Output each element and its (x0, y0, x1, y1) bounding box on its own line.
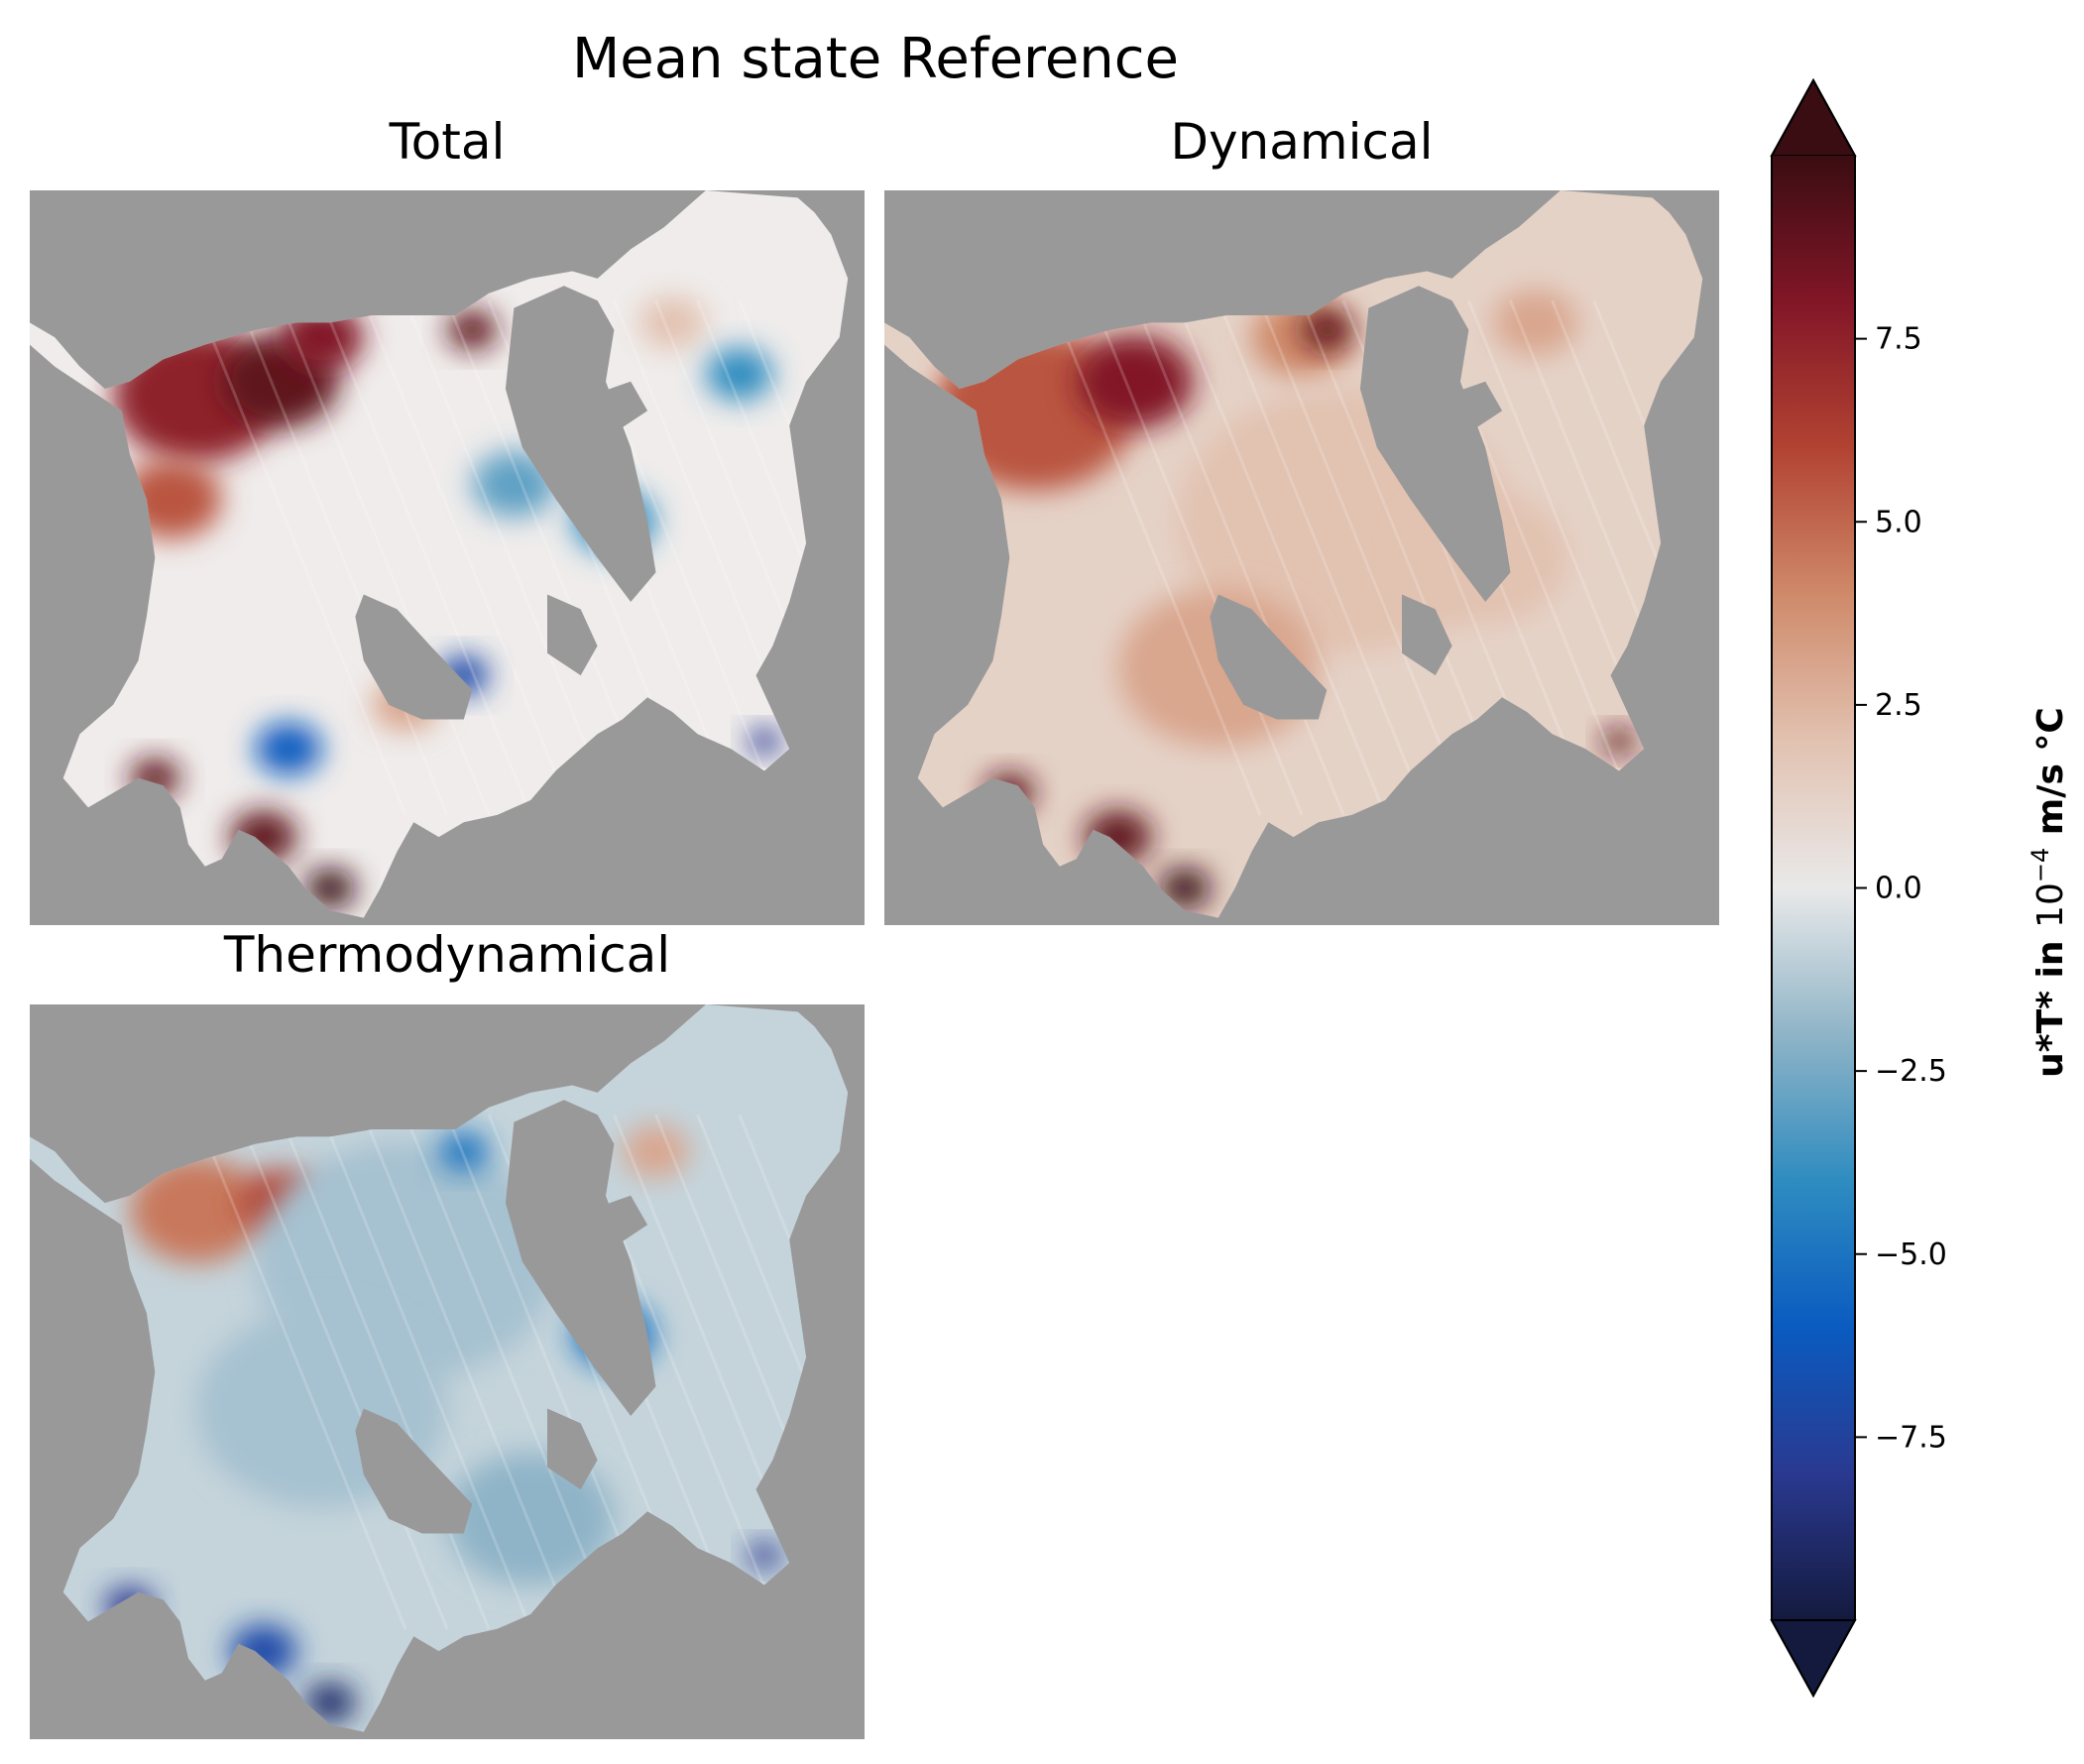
land-island (547, 1408, 598, 1490)
colorbar-outline (1771, 77, 1856, 1699)
heatmap-panel-dynamical (884, 190, 1719, 925)
flow-streak (696, 299, 849, 816)
land-island (1444, 381, 1503, 433)
colorbar-tick-label: 2.5 (1875, 688, 1922, 723)
heat-anomaly (130, 1157, 264, 1263)
heat-anomaly (472, 451, 556, 518)
land-island (589, 1195, 648, 1247)
colorbar-body (1772, 156, 1855, 1620)
flow-streak (320, 299, 532, 816)
colorbar-extend-bottom (1770, 1619, 1857, 1699)
colorbar-extend-top (1770, 77, 1857, 157)
flow-streak (1175, 299, 1387, 816)
colorbar-tick-label: −5.0 (1875, 1237, 1947, 1272)
colorbar-tick-label: 5.0 (1875, 505, 1922, 539)
heat-anomaly (447, 309, 498, 350)
flow-streak (404, 1114, 616, 1630)
heat-anomaly (748, 728, 781, 756)
heatmap-panel-thermodynamical (30, 1004, 865, 1739)
heat-anomaly (706, 347, 773, 401)
colorbar-label: u*T* in 10−4 m/s °C (2026, 707, 2071, 1078)
flow-streak (1216, 299, 1429, 816)
flow-streak (320, 1114, 532, 1630)
land-island (589, 381, 648, 433)
heat-anomaly (1076, 334, 1194, 428)
heat-anomaly (748, 1542, 781, 1570)
flow-streak (195, 299, 407, 816)
colorbar-tick-label: 0.0 (1875, 872, 1922, 906)
flow-streak (279, 299, 491, 816)
flow-streak (195, 1114, 407, 1630)
flow-streak (362, 299, 574, 816)
panel-title-total: Total (389, 113, 506, 171)
land-island (355, 594, 473, 720)
heat-anomaly (447, 1453, 615, 1586)
heatmap-panel-total (30, 190, 865, 925)
heat-anomaly (438, 1131, 490, 1172)
flow-streak (696, 1114, 849, 1630)
land-island (1210, 594, 1328, 720)
land-island (1402, 594, 1452, 676)
land-island (355, 1408, 473, 1534)
flow-streak (279, 1114, 491, 1630)
panel-title-thermodynamical: Thermodynamical (223, 926, 670, 984)
colorbar-tick-label: 7.5 (1875, 322, 1922, 357)
land-island (505, 1100, 656, 1416)
land-island (505, 286, 656, 602)
heat-anomaly (304, 1682, 356, 1722)
flow-streak (1050, 299, 1262, 816)
flow-streak (237, 1114, 449, 1630)
flow-streak (404, 299, 616, 816)
figure-suptitle: Mean state Reference (572, 27, 1179, 91)
panel-title-dynamical: Dynamical (1170, 113, 1433, 171)
flow-streak (1258, 299, 1470, 816)
colorbar-tick-label: −7.5 (1875, 1420, 1947, 1455)
flow-streak (1551, 299, 1703, 816)
heat-anomaly (255, 722, 322, 775)
land-island (547, 594, 598, 676)
heat-anomaly (1493, 290, 1577, 356)
colorbar: 7.5 5.0 2.5 0.0 −2.5 −5.0 −7.5 u*T* in 10−4 m/… (1770, 77, 2071, 1699)
flow-streak (362, 1114, 574, 1630)
flow-streak (237, 299, 449, 816)
heat-anomaly (1602, 728, 1636, 756)
flow-streak (1133, 299, 1345, 816)
heat-anomaly (304, 868, 356, 908)
colorbar-tick-label: −2.5 (1875, 1054, 1947, 1089)
heat-anomaly (622, 1124, 690, 1178)
heat-anomaly (1159, 868, 1211, 908)
heat-anomaly (1302, 309, 1352, 350)
heat-anomaly (638, 295, 707, 350)
flow-streak (1092, 299, 1304, 816)
land-island (1359, 286, 1511, 602)
